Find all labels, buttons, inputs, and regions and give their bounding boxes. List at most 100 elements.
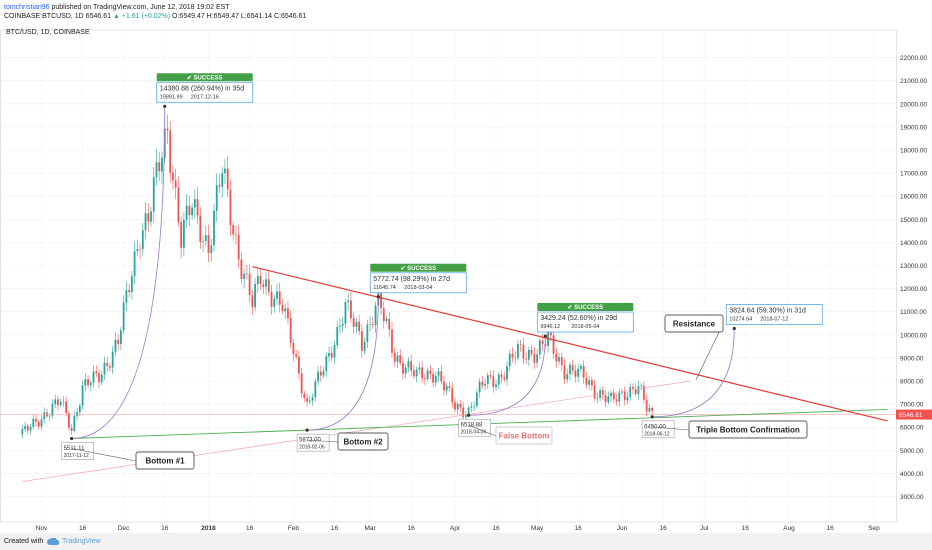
candle-body [152,177,155,212]
candle-body [232,225,235,235]
arc-start-point [305,428,309,432]
y-tick-label: 6000.00 [900,425,924,432]
candle [213,203,215,252]
candle-body [139,249,141,250]
candle-body [122,302,125,331]
candle-body [421,367,424,379]
target-price: 19891.99 [160,94,183,100]
candle-body [188,205,191,216]
target-box [725,304,823,325]
candle [152,167,155,223]
candle-body [566,374,569,380]
candle [325,352,328,377]
callout: False Bottom [468,424,553,445]
candle-body [604,395,607,403]
candle [136,239,139,257]
candle-body [125,290,128,303]
candle [174,168,177,200]
price-chart[interactable]: 22000.00 21000.00 20000.00 19000.00 18000.00… [0,0,932,533]
candle [196,187,199,225]
candle-body [284,308,287,312]
candle [265,272,267,296]
chart-header: tomchristian96 published on TradingView.… [4,3,306,21]
candle-body [454,402,456,410]
candle-body [552,335,555,354]
candle [207,224,210,263]
y-tick-label: 18000.00 [900,148,927,155]
candle [98,369,100,389]
candle-body [459,403,462,408]
candle-body [270,291,273,307]
candle [503,371,506,383]
candle [289,310,292,349]
candle [37,419,40,430]
candle-body [465,414,467,418]
candle [648,403,651,414]
candle [596,392,599,404]
candle-body [412,370,415,377]
low-date: 2018-04-06 [461,430,487,436]
candle-body [111,351,114,368]
success-badge [370,263,467,272]
candle-body [426,370,429,380]
x-tick-label: Jul [700,525,709,532]
callout-leader [695,323,724,380]
candle-body [645,399,648,412]
candle-body [333,345,336,358]
candle-body [410,361,413,371]
callout-label: Bottom #1 [145,457,185,466]
arc-start-point [467,413,471,417]
candle [470,401,473,413]
candle-body [339,325,341,327]
candle-body [174,180,177,188]
candle-body [98,373,100,383]
candle [100,370,103,386]
callout-label: False Bottom [499,432,550,441]
candle [363,337,366,356]
candle-body [637,385,640,395]
y-tick-label: 11000.00 [900,309,927,316]
candle [32,414,35,429]
candle-body [254,283,256,308]
candle-body [549,332,552,336]
candle [262,280,265,295]
candle-body [514,357,517,359]
tradingview-brand[interactable]: TradingView [62,538,101,545]
publish-info: published on TradingView.com, June 12, 2… [51,4,230,11]
candle-body [385,318,388,322]
candle-body [492,376,495,387]
candle-body [251,295,254,308]
candle-body [213,210,215,246]
candle [161,151,163,184]
target-date: 2018-03-04 [404,285,432,291]
candle-body [528,349,530,360]
candle-body [267,279,270,292]
candle [224,159,226,184]
candle [276,283,278,306]
candle [215,173,218,223]
candle [248,264,251,303]
candle [70,424,73,436]
author-link[interactable]: tomchristian96 [4,4,50,11]
candle [355,317,358,334]
candle-body [437,371,440,376]
candle [139,243,141,260]
candle [629,383,632,401]
candle-body [328,353,330,357]
candle-body [374,305,377,326]
candle [574,364,577,383]
candle-body [445,386,448,391]
candle-body [24,426,26,430]
candle [26,423,29,435]
candle-body [295,354,298,357]
footer-bar: Created with TradingView [0,533,932,550]
target-price: 9946.12 [540,324,560,330]
candle [577,363,580,383]
candle [267,270,270,296]
candle-body [150,211,152,222]
candle-body [161,157,163,172]
success-badge [537,303,634,312]
success-label: ✔ SUCCESS [567,305,603,311]
